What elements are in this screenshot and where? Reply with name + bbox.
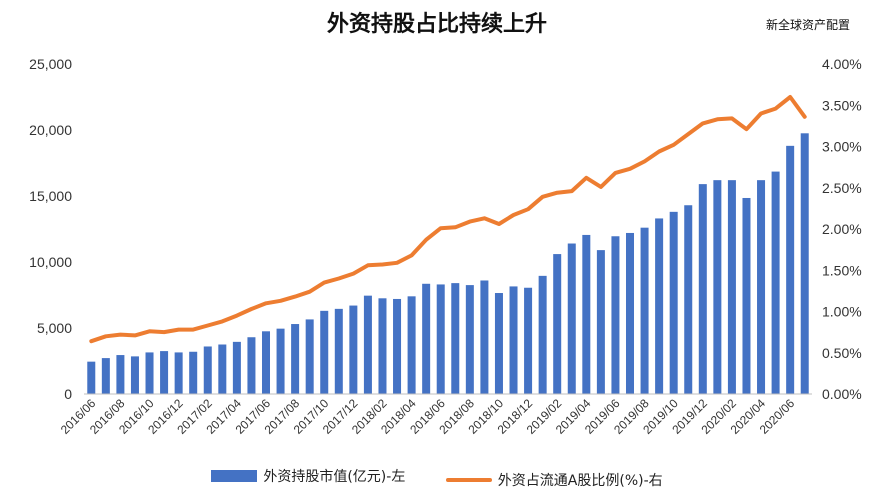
bar: [625, 232, 635, 394]
bar: [524, 287, 533, 394]
y-right-tick-label: 1.50%: [822, 262, 862, 278]
y-right-tick-label: 0.00%: [822, 386, 862, 402]
bar: [87, 361, 96, 394]
y-left-tick-label: 0: [64, 386, 72, 402]
bar: [611, 236, 620, 394]
bar: [698, 184, 707, 394]
bar: [480, 280, 489, 394]
bar: [261, 331, 271, 394]
y-left-axis-ticks: 0 5,000 10,000 15,000 20,000 25,000: [29, 56, 72, 402]
legend-item-line: 外资占流通A股比例(%)-右: [445, 470, 663, 490]
bar: [334, 308, 343, 394]
y-left-tick-label: 20,000: [29, 122, 72, 138]
bar: [363, 295, 372, 394]
bar: [713, 180, 722, 394]
bar: [684, 205, 693, 394]
source-label: 新全球资产配置: [765, 18, 850, 32]
bar: [218, 344, 227, 394]
bar: [291, 324, 300, 394]
legend: 外资持股市值(亿元)-左 外资占流通A股比例(%)-右: [0, 466, 874, 490]
bar: [101, 358, 110, 394]
legend-line-label: 外资占流通A股比例(%)-右: [497, 473, 663, 489]
bar: [596, 250, 605, 394]
y-left-tick-label: 10,000: [29, 254, 72, 270]
chart-title: 外资持股占比持续上升: [326, 12, 547, 37]
bar: [494, 293, 503, 394]
bar: [436, 284, 445, 394]
line-series: [89, 95, 807, 344]
bar: [538, 275, 547, 394]
y-left-tick-label: 5,000: [37, 320, 72, 336]
y-right-tick-label: 4.00%: [822, 56, 862, 72]
bar: [232, 341, 241, 394]
line-path: [89, 95, 807, 344]
legend-bar-swatch: [211, 470, 258, 482]
y-left-tick-label: 25,000: [29, 56, 72, 72]
bar: [465, 285, 474, 394]
bar: [189, 351, 198, 394]
legend-item-bar: 外资持股市值(亿元)-左: [211, 466, 405, 486]
bar: [276, 328, 285, 394]
bar: [727, 180, 736, 394]
bar: [553, 254, 562, 394]
bar: [582, 234, 591, 394]
bar: [451, 283, 460, 394]
bar: [509, 286, 518, 394]
y-right-tick-label: 2.00%: [822, 221, 862, 237]
bar: [786, 145, 795, 394]
bar: [393, 298, 402, 394]
legend-line-swatch: [445, 478, 492, 482]
bar: [757, 180, 766, 394]
legend-bar-label: 外资持股市值(亿元)-左: [263, 469, 406, 485]
bar: [116, 355, 125, 394]
bar: [174, 352, 183, 394]
bar-series: [87, 133, 809, 395]
bar: [160, 351, 169, 394]
bar: [247, 337, 256, 394]
bar: [378, 298, 387, 394]
y-right-tick-label: 1.00%: [822, 304, 862, 320]
bar: [407, 296, 416, 394]
bar: [800, 133, 809, 395]
y-right-tick-label: 0.50%: [822, 345, 862, 361]
y-left-tick-label: 15,000: [29, 188, 72, 204]
y-right-tick-label: 3.00%: [822, 139, 862, 155]
bar: [771, 171, 780, 394]
bar: [203, 346, 212, 394]
combo-chart: 0 5,000 10,000 15,000 20,000 25,000 0.00% 0.50…: [29, 56, 862, 437]
y-right-tick-label: 2.50%: [822, 180, 862, 196]
bar: [145, 352, 154, 394]
x-axis-ticks: 2016/062016/082016/102016/122017/022017/…: [58, 396, 798, 437]
bar: [349, 305, 358, 394]
bar: [655, 218, 664, 394]
bar: [305, 319, 314, 394]
bar: [422, 283, 431, 394]
bar: [742, 197, 751, 394]
bar: [669, 211, 678, 394]
bar: [130, 356, 139, 394]
y-right-axis-ticks: 0.00% 0.50% 1.00% 1.50% 2.00% 2.50% 3.00% 3.50%…: [822, 56, 862, 402]
y-right-tick-label: 3.50%: [822, 97, 862, 113]
bar: [320, 310, 329, 394]
bar: [567, 243, 576, 394]
bar: [640, 227, 649, 394]
